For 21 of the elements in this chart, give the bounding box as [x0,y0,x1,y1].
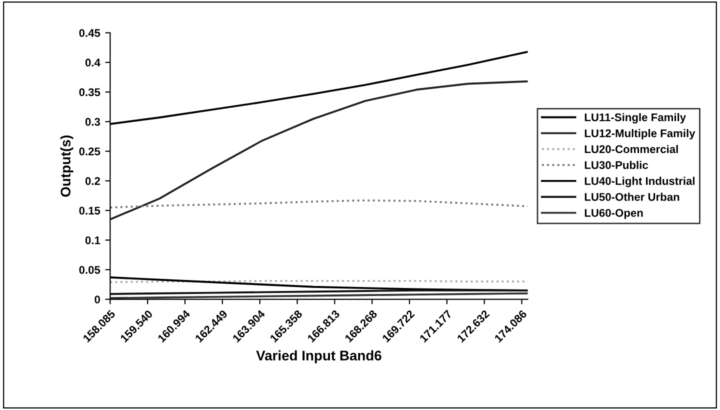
y-tick-label: 0.1 [85,236,100,244]
x-axis-title: Varied Input Band6 [256,350,382,364]
line-series [110,199,528,208]
legend-label: LU30-Public [584,160,648,170]
y-tick-label: 0.4 [85,58,100,67]
legend-label: LU60-Open [584,208,643,220]
y-tick-label: 0 [94,296,100,304]
y-tick-label: 0.45 [79,29,100,37]
legend-label: LU11-Single Family [584,113,686,124]
y-tick-label: 0.25 [79,148,100,156]
y-axis-title: Output(s) [60,136,74,197]
y-tick-label: 0.05 [79,266,100,274]
y-tick-label: 0.35 [79,88,100,96]
y-tick-label: 0.2 [85,177,100,185]
line-series [110,80,528,220]
legend-label: LU20-Commercial [584,144,678,154]
legend-label: LU40-Light Industrial [584,176,694,188]
y-tick-label: 0.15 [79,206,100,215]
legend-label: LU50-Other Urban [584,192,680,201]
y-tick-label: 0.3 [85,118,100,126]
legend-label: LU12-Multiple Family [584,129,696,140]
